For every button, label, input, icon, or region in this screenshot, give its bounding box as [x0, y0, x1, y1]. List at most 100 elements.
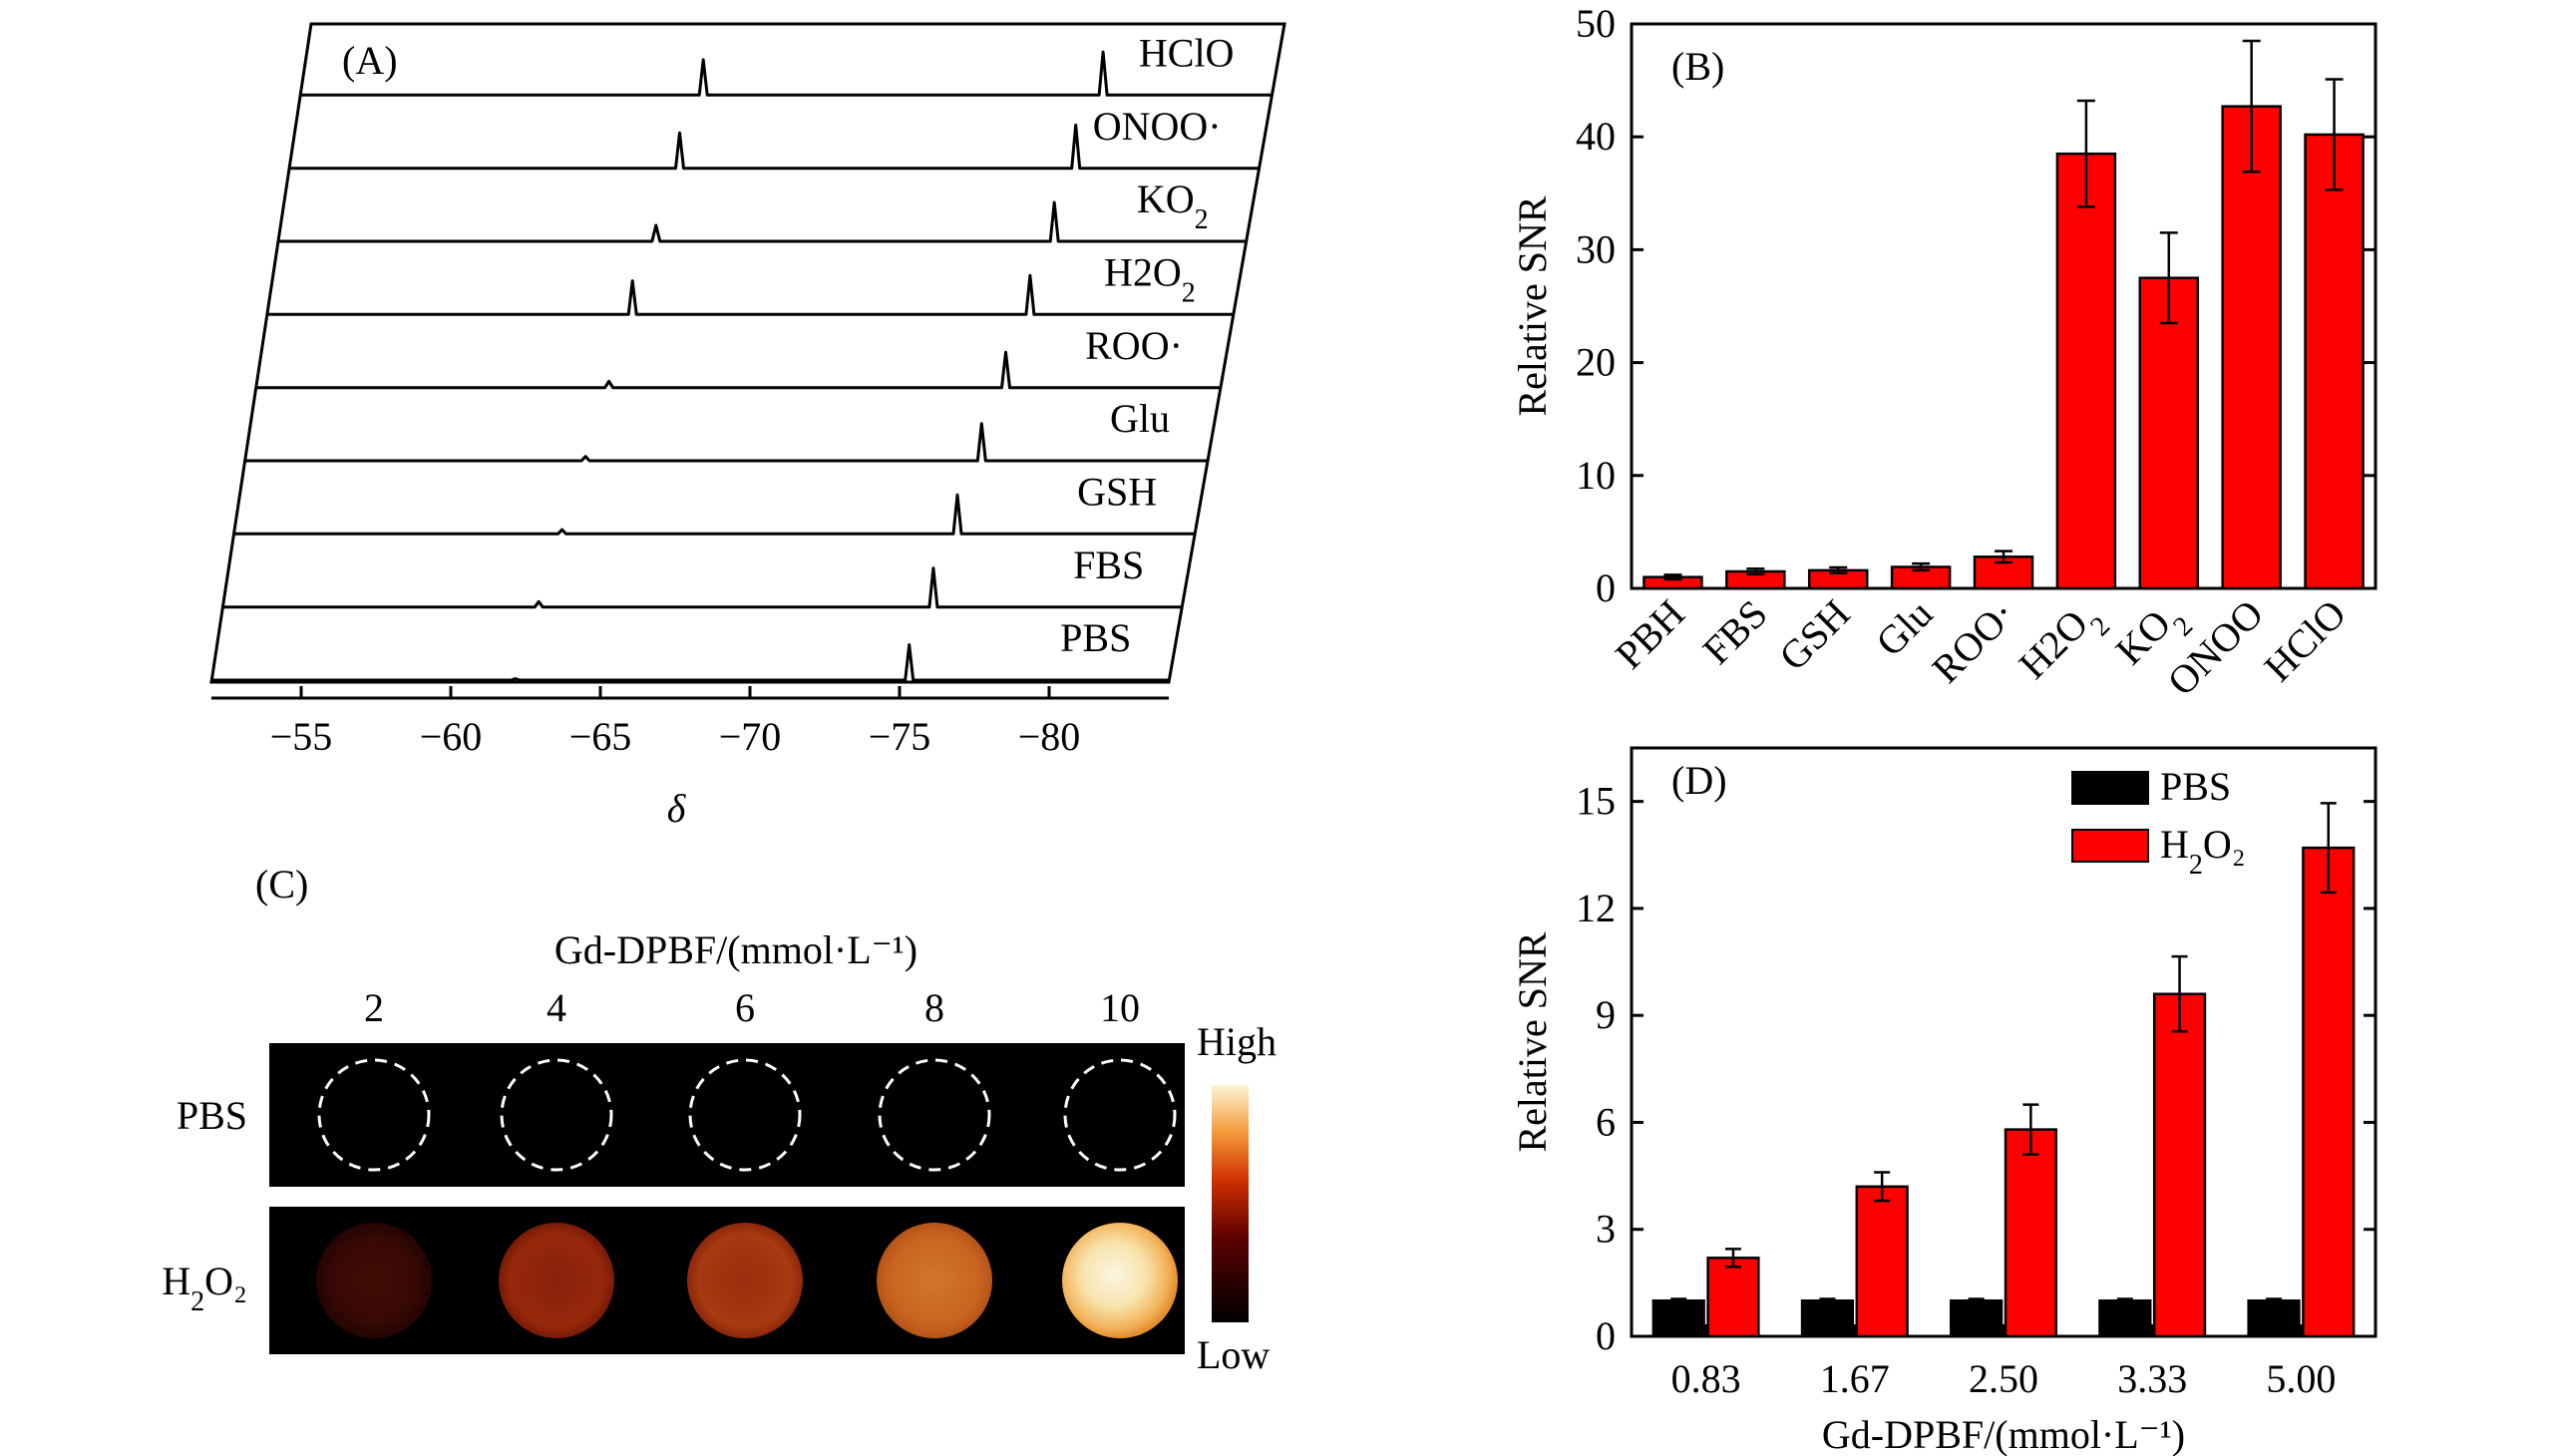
- panel-a-series-label-subscript: 2: [1195, 204, 1209, 235]
- panel-d-bar-PBS: [1800, 1298, 1855, 1338]
- panel-b-x-tick-label-main: FBS: [1694, 591, 1776, 673]
- panel-c-colorbar: [1212, 1085, 1249, 1322]
- panel-d-plot-frame: [1630, 746, 2377, 1338]
- panel-c-row-label: PBS: [177, 1093, 247, 1138]
- panel-d-x-tick-label: 5.00: [2266, 1356, 2336, 1401]
- panel-d-y-tick-label: 9: [1596, 992, 1616, 1037]
- panel-d-bar-H2O2: [2302, 846, 2356, 1338]
- panel-a-x-tick-label: −60: [420, 714, 483, 759]
- panel-d-bar-H2O2: [2004, 1128, 2057, 1338]
- panel-a-trace-ROO·: [255, 350, 1221, 390]
- panel-c-colorbar-high-label: High: [1197, 1019, 1277, 1064]
- panel-a-trace-Glu: [244, 422, 1208, 463]
- panel-c-sample-signal: [687, 1223, 803, 1338]
- panel-d-bar-H2O2: [1706, 1257, 1760, 1338]
- panel-a-trace-GSH: [233, 493, 1196, 536]
- panel-b-x-tick-label-main: HClO: [2256, 591, 2355, 690]
- panel-c-row-label-tail: O₂: [204, 1259, 247, 1303]
- panel-a-trace-KO2: [278, 200, 1247, 243]
- panel-b-x-tick-label: ONOO: [2159, 591, 2273, 705]
- panel-c-concentration-label: 4: [547, 985, 566, 1030]
- panel-b-bar: [1973, 555, 2034, 590]
- panel-d-bar-PBS: [1950, 1298, 2004, 1338]
- panel-c-concentration-label: 6: [735, 985, 755, 1030]
- panel-b-y-axis-title: Relative SNR: [1510, 195, 1555, 416]
- panel-c-sample-outline: [317, 1058, 431, 1172]
- panel-a-x-axis-title: δ: [667, 786, 687, 831]
- panel-d-x-tick-label: 2.50: [1969, 1356, 2038, 1401]
- panel-a-trace-HClO: [300, 50, 1273, 97]
- panel-a-series-label-main: ONOO: [1093, 104, 1209, 149]
- panel-b-y-tick-label: 0: [1596, 565, 1616, 610]
- panel-d-legend-swatch-PBS: [2071, 771, 2149, 805]
- panel-c-label: (C): [255, 862, 308, 907]
- panel-d-x-axis-title: Gd-DPBF/(mmol·L⁻¹): [1822, 1412, 2185, 1456]
- panel-b-bar: [2221, 105, 2282, 590]
- panel-d-legend-label: PBS: [2160, 764, 2231, 809]
- panel-c-sample-signal: [877, 1223, 992, 1338]
- panel-c-sample-outline: [1063, 1058, 1177, 1172]
- panel-a-series-label-main: KO: [1137, 177, 1195, 221]
- panel-b-x-tick-label: HClO: [2256, 591, 2355, 690]
- panel-b-label: (B): [1671, 44, 1724, 89]
- panel-d-legend-label-tail: O₂: [2203, 822, 2246, 867]
- panel-d-y-tick-label: 15: [1576, 779, 1616, 824]
- panel-a-series-label-main: HClO: [1139, 31, 1235, 76]
- panel-c-sample-outline: [688, 1058, 802, 1172]
- panel-d-y-tick-label: 3: [1596, 1207, 1616, 1252]
- panel-c-concentration-label: 2: [364, 985, 384, 1030]
- panel-d-bar-PBS: [1651, 1298, 1705, 1338]
- panel-b-x-tick-label-main: PBH: [1607, 591, 1693, 678]
- panel-c-sample-signal: [499, 1223, 614, 1338]
- panel-a-series-label-main: ROO: [1085, 323, 1169, 368]
- panel-b-y-tick-label: 20: [1576, 340, 1616, 385]
- panel-d-legend-label-main: H: [2160, 822, 2189, 867]
- panel-b-x-tick-label-main: GSH: [1770, 591, 1858, 679]
- panel-a-trace-FBS: [222, 566, 1183, 609]
- panel-c-sample-signal: [1062, 1223, 1178, 1338]
- panel-a-series-label-tail: ·: [1208, 104, 1221, 149]
- panel-d-bar-PBS: [2247, 1298, 2301, 1338]
- panel-a-series-label: ONOO·: [1093, 104, 1222, 149]
- panel-a-series-label: FBS: [1073, 543, 1144, 587]
- panel-b-y-tick-label: 40: [1576, 114, 1616, 159]
- panel-d-legend-label-main: PBS: [2160, 764, 2231, 809]
- panel-c-row-label-main: PBS: [177, 1093, 247, 1138]
- panel-a-series-label-tail: ·: [1170, 323, 1183, 368]
- panel-c-concentration-label: 8: [924, 985, 944, 1030]
- panel-a-x-tick-label: −75: [869, 714, 931, 759]
- panel-b-y-tick-label: 30: [1576, 226, 1616, 271]
- panel-c-colorbar-low-label: Low: [1197, 1332, 1270, 1377]
- panel-a-series-label: Glu: [1110, 396, 1170, 441]
- panel-a-x-tick-label: −80: [1018, 714, 1081, 759]
- panel-a-series-label-main: FBS: [1073, 543, 1144, 587]
- panel-b-y-tick-label: 50: [1576, 1, 1616, 46]
- panel-d-label: (D): [1671, 758, 1727, 803]
- panel-a-trace-PBS: [211, 643, 1170, 682]
- panel-a-series-label: PBS: [1060, 615, 1131, 660]
- panel-d-bar-PBS: [2098, 1298, 2152, 1338]
- panel-a-series-label: H2O2: [1104, 250, 1196, 309]
- panel-d-x-tick-label: 0.83: [1671, 1356, 1741, 1401]
- panel-d-bar-H2O2: [2152, 992, 2207, 1338]
- panel-c-row-label-subscript: 2: [190, 1286, 204, 1317]
- panel-b-x-tick-label: ROO·: [1923, 591, 2023, 692]
- panel-b-bar: [2055, 152, 2117, 590]
- panel-b-x-tick-label: H2O2: [2011, 591, 2116, 697]
- panel-b-x-tick-label: FBS: [1694, 591, 1776, 673]
- panel-a-series-label-main: H2O: [1104, 250, 1182, 295]
- panel-a-series-label: ROO·: [1085, 323, 1183, 368]
- panel-b-x-tick-label: GSH: [1770, 591, 1858, 679]
- panel-a-series-label-main: PBS: [1060, 615, 1131, 660]
- panel-d-legend-label: H2O₂: [2160, 822, 2246, 881]
- panel-b-x-tick-label-main: H2O: [2011, 600, 2097, 687]
- panel-c-sample-outline: [878, 1058, 991, 1172]
- panel-a-series-label: HClO: [1139, 31, 1235, 76]
- panel-a-series-label-main: Glu: [1110, 396, 1170, 441]
- panel-c-concentration-title: Gd-DPBF/(mmol·L⁻¹): [554, 927, 917, 972]
- panel-b-x-tick-label-main: ONOO: [2159, 591, 2273, 705]
